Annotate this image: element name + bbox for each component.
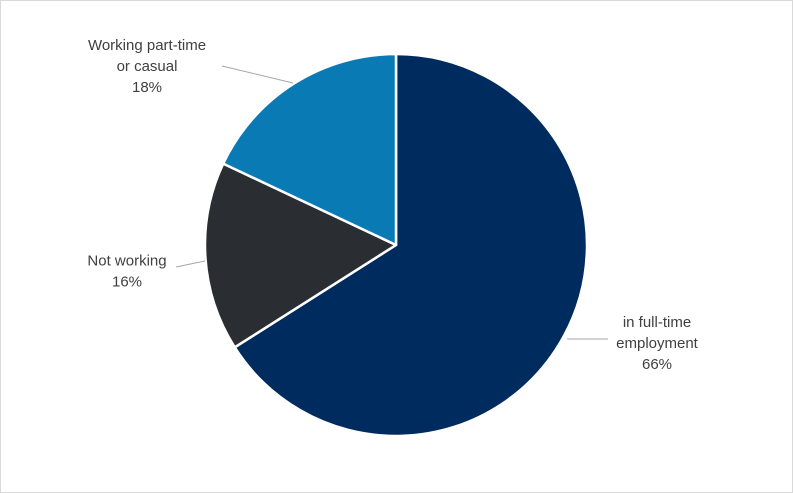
pie-slice-working-part-time-or-casual: [221, 52, 398, 247]
data-label-category: employment: [616, 335, 699, 352]
leader-line: [175, 260, 206, 268]
data-label-value: 16%: [112, 274, 142, 291]
pie-slice-not-working: [203, 162, 398, 349]
data-label-category: or casual: [117, 58, 178, 75]
data-label: Working part-time or casual 18%: [88, 37, 206, 96]
data-label-category: Working part-time: [88, 37, 206, 54]
data-label-category: Not working: [87, 253, 166, 270]
pie-slice-in-full-time-employment: [233, 52, 589, 438]
data-label: Not working 16%: [87, 253, 166, 291]
data-label-value: 66%: [642, 356, 672, 373]
data-label-category: in full-time: [623, 314, 691, 331]
data-label-value: 18%: [132, 79, 162, 96]
leader-line: [221, 65, 294, 84]
data-label: in full-time employment 66%: [616, 314, 699, 373]
